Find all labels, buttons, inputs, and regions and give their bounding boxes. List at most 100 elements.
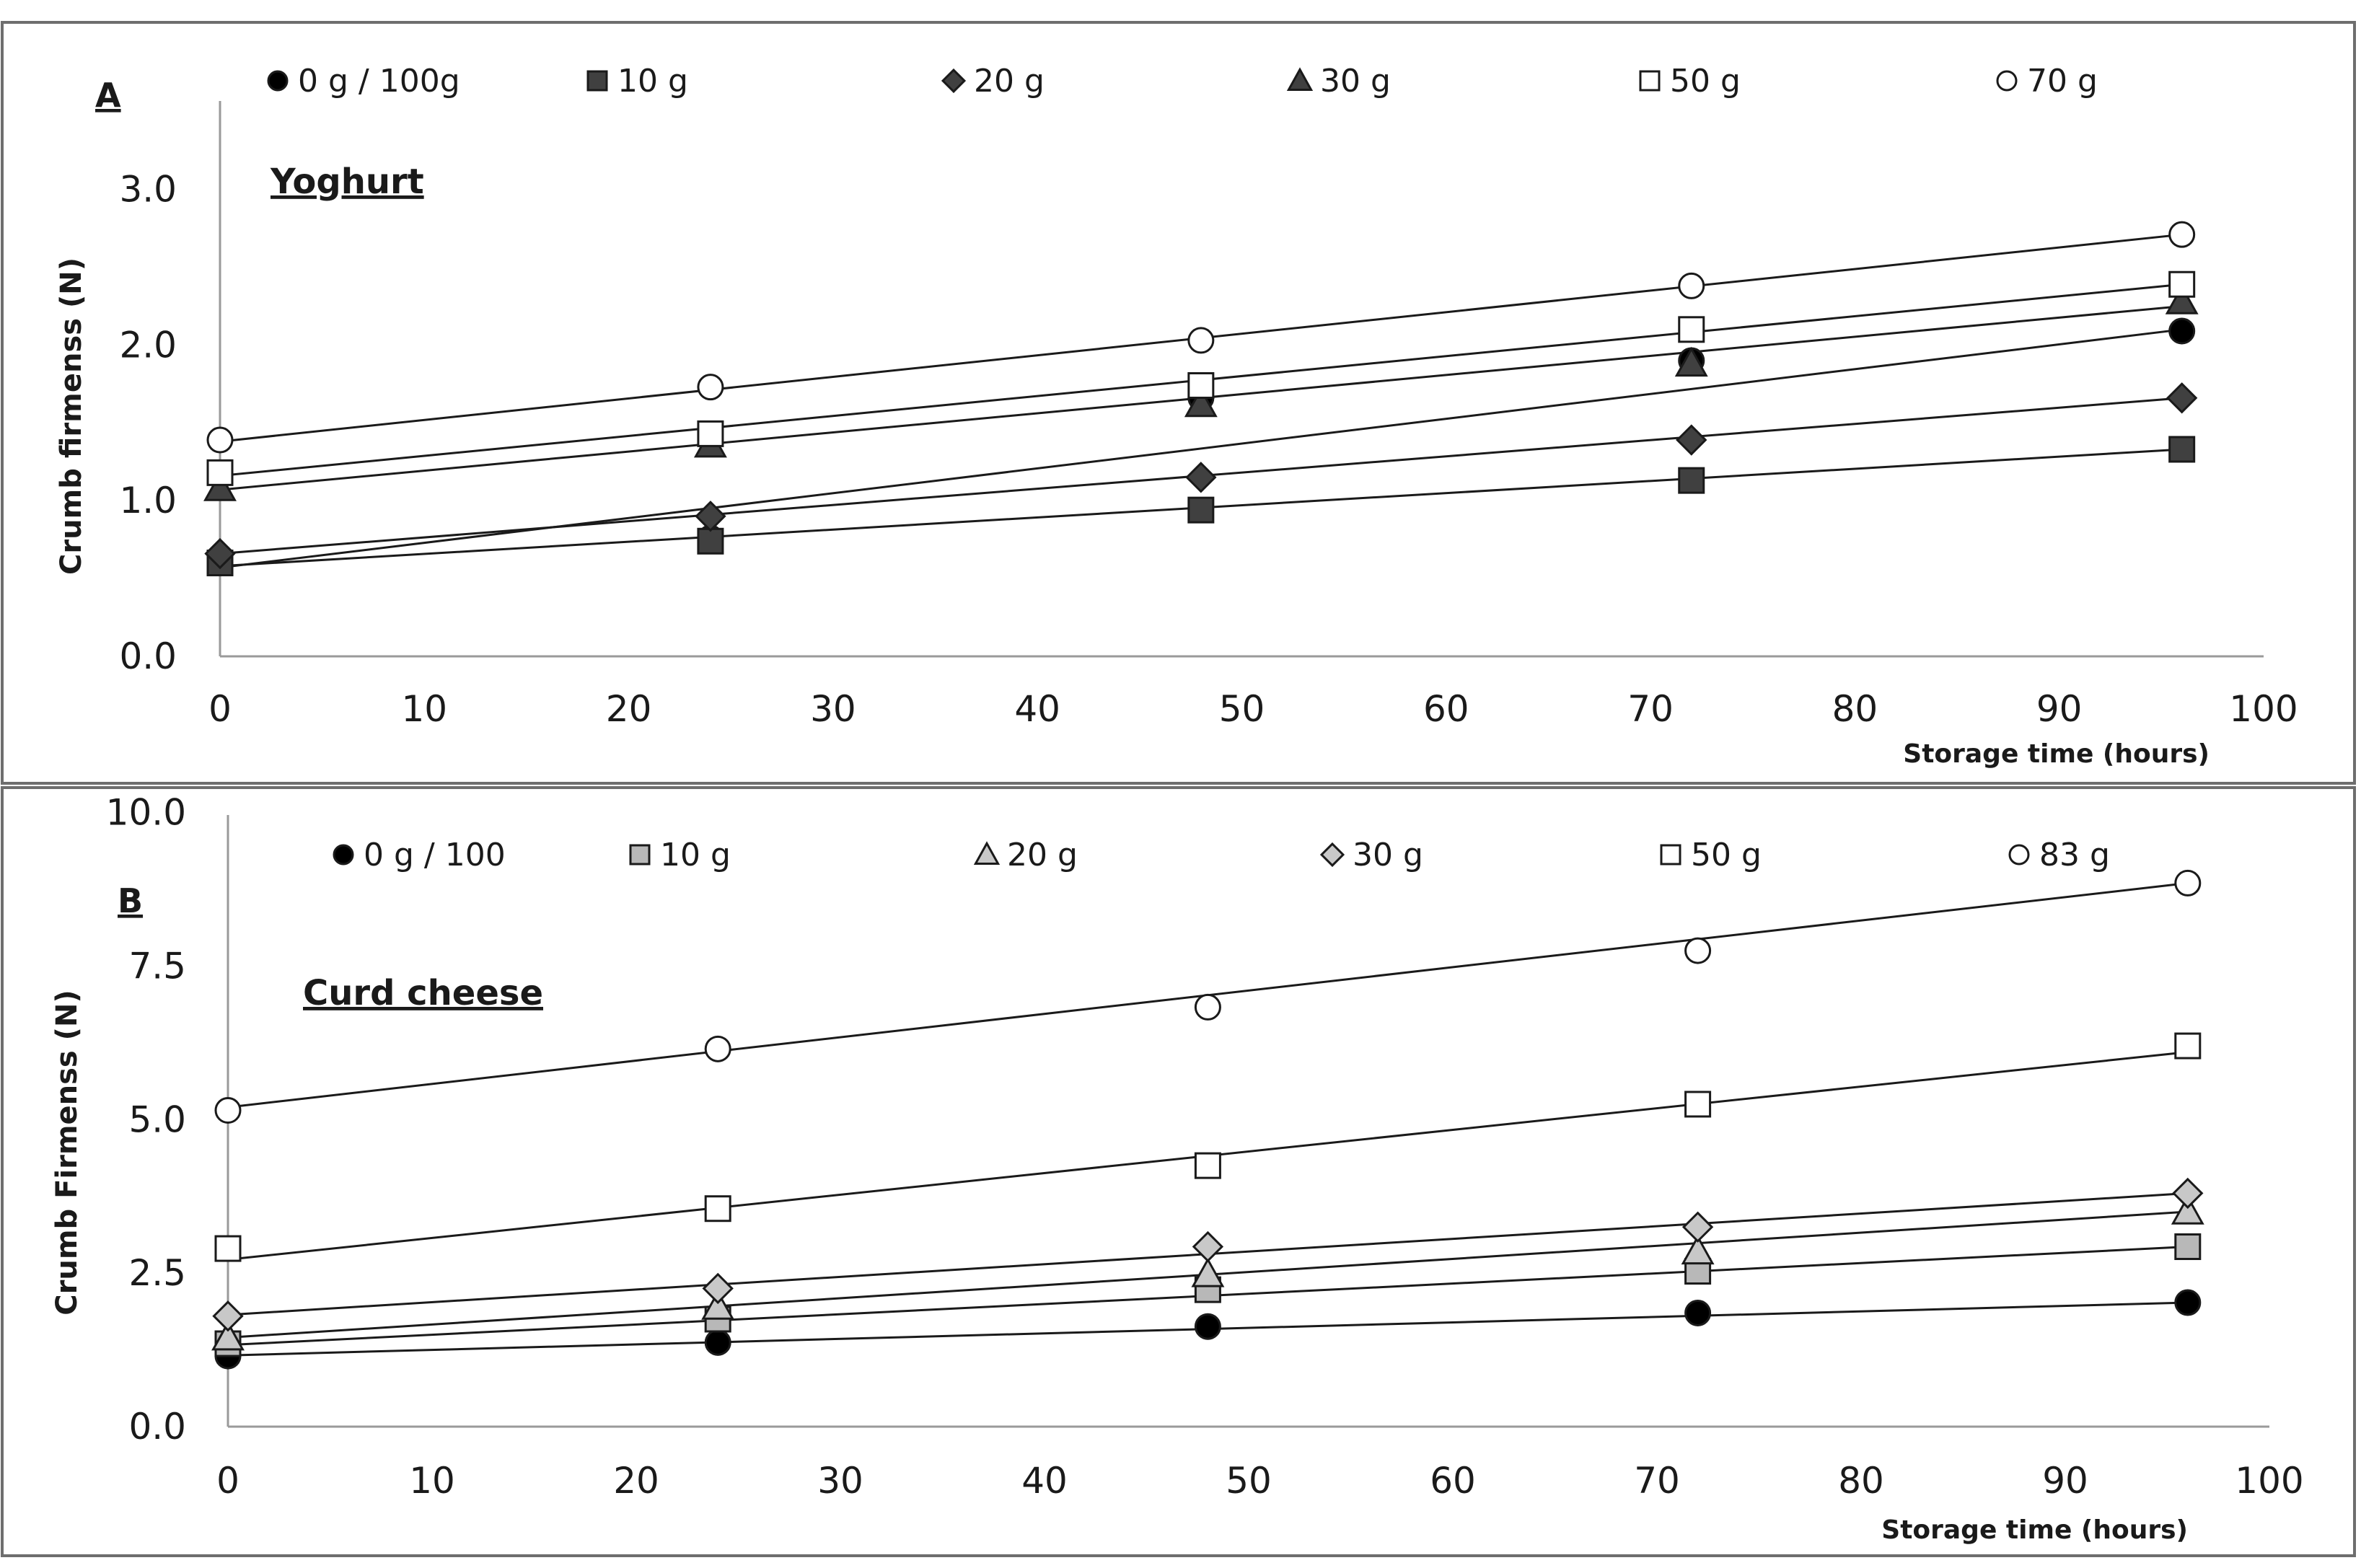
panel-b-data-point	[1194, 1313, 1221, 1340]
panel-a-frame	[1, 21, 2356, 785]
panel-a-legend-marker	[586, 70, 608, 92]
panel-a-subtitle: Yoghurt	[270, 162, 424, 202]
panel-a-data-point	[697, 374, 724, 401]
panel-b-legend-marker	[1319, 842, 1345, 868]
panel-a-legend-marker	[267, 70, 289, 92]
panel-a-x-tick-label: 40	[1014, 688, 1060, 730]
panel-a-legend-label: 70 g	[2027, 63, 2098, 100]
panel-b-y-tick-label: 10.0	[106, 792, 186, 834]
panel-b-y-label: Crumb Firmenss (N)	[50, 990, 84, 1315]
panel-a-data-point	[2166, 382, 2198, 414]
panel-b-data-point	[212, 1300, 244, 1332]
panel-b-x-tick-label: 10	[409, 1460, 455, 1502]
panel-a-legend-label: 0 g / 100g	[298, 63, 460, 100]
panel-a-data-point	[1678, 272, 1705, 299]
panel-b-data-point	[1681, 1211, 1714, 1243]
panel-a-y-tick-label: 1.0	[119, 480, 177, 521]
panel-b-data-point	[2174, 1289, 2202, 1316]
panel-a-letter: A	[95, 76, 121, 115]
panel-b-legend-marker	[333, 844, 354, 866]
panel-a-data-point	[1678, 467, 1705, 494]
panel-b-legend-label: 83 g	[2039, 837, 2110, 873]
panel-a-data-point	[1187, 327, 1215, 354]
panel-a-data-point	[203, 471, 237, 501]
panel-a-x-tick-label: 30	[810, 688, 856, 730]
panel-b-data-point	[1681, 1234, 1715, 1265]
panel-a-legend-marker	[1639, 70, 1661, 92]
panel-b-data-point	[211, 1321, 245, 1351]
panel-b-data-point	[2174, 869, 2202, 897]
panel-a-data-point	[697, 420, 724, 447]
panel-b-legend-label: 10 g	[660, 837, 731, 873]
panel-b-legend-label: 20 g	[1007, 837, 1078, 873]
panel-b-data-point	[214, 1235, 242, 1262]
panel-a-legend-marker	[1286, 67, 1314, 91]
panel-a-plot: 0.0 1.0 2.0 3.0 0 10 20 30 40 50 60 70 80 90 100 0 g / …	[119, 63, 2298, 730]
panel-b-data-point	[1192, 1230, 1224, 1263]
panel-b-data-point	[1191, 1257, 1225, 1287]
panel-b-data-point	[704, 1195, 731, 1223]
panel-b-x-tick-label: 80	[1838, 1460, 1884, 1502]
panel-a-legend-marker	[941, 68, 967, 94]
panel-a-x-tick-label: 50	[1219, 688, 1265, 730]
panel-a-data-point	[695, 501, 726, 532]
panel-b-frame	[1, 786, 2356, 1557]
panel-b-data-point	[2172, 1177, 2204, 1210]
panel-a-data-point	[206, 426, 234, 454]
panel-a-legend-marker	[1996, 70, 2018, 92]
panel-b-legend-label: 0 g / 100	[364, 837, 506, 873]
panel-a-legend-label: 30 g	[1320, 63, 1391, 100]
panel-a-y-tick-label: 2.0	[119, 324, 177, 366]
panel-b-x-label: Storage time (hours)	[1881, 1515, 2188, 1545]
panel-a-data-point	[206, 459, 234, 486]
panel-a-y-label: Crumb firmenss (N)	[55, 257, 88, 575]
panel-a-y-tick-label: 0.0	[119, 635, 177, 677]
panel-a-legend-label: 50 g	[1670, 63, 1741, 100]
panel-a-data-point	[1185, 462, 1217, 493]
panel-a-y-tick-label: 3.0	[119, 169, 177, 211]
panel-a-data-point	[1676, 424, 1707, 456]
panel-b-data-point	[214, 1096, 242, 1124]
panel-b-x-tick-label: 30	[817, 1460, 863, 1502]
panel-a-x-tick-label: 80	[1832, 688, 1878, 730]
panel-b-letter: B	[118, 881, 143, 920]
panel-a-data-point	[1184, 387, 1218, 418]
panel-b-legend-marker	[2008, 844, 2030, 866]
panel-b-legend-label: 50 g	[1691, 837, 1762, 873]
panel-a-data-point	[697, 527, 724, 555]
panel-b-data-point	[1684, 1091, 1712, 1118]
panel-b-data-point	[1194, 1152, 1221, 1179]
panel-a-data-point	[204, 537, 236, 570]
panel-a-x-tick-label: 100	[2229, 688, 2298, 730]
panel-b-plot: 0.0 2.5 5.0 7.5 10.0 0 10 20 30 40 50 60 70 80 90 100 0 …	[106, 792, 2304, 1502]
panel-b-x-tick-label: 70	[1634, 1460, 1680, 1502]
panel-a-x-tick-label: 60	[1423, 688, 1469, 730]
panel-b-x-tick-label: 60	[1430, 1460, 1476, 1502]
panel-a-x-label: Storage time (hours)	[1903, 739, 2210, 769]
panel-a-data-point	[2168, 221, 2196, 248]
panel-b-legend-marker	[629, 844, 651, 866]
panel-a-x-tick-label: 90	[2036, 688, 2083, 730]
panel-a-legend-label: 10 g	[617, 63, 688, 100]
panel-a-data-point	[2168, 270, 2196, 298]
panel-b-y-tick-label: 0.0	[128, 1406, 186, 1448]
panel-b-legend-label: 30 g	[1353, 837, 1423, 873]
panel-b-data-point	[2174, 1032, 2202, 1060]
panel-a-data-point	[1678, 316, 1705, 343]
panel-a-data-point	[2165, 284, 2199, 314]
panel-a-trend-line-0	[219, 328, 2182, 569]
panel-b-y-tick-label: 2.5	[128, 1252, 186, 1294]
panel-b-data-point	[701, 1290, 735, 1320]
panel-a-x-tick-label: 70	[1627, 688, 1674, 730]
panel-b-x-tick-label: 20	[613, 1460, 659, 1502]
panel-b-data-point	[2174, 1233, 2202, 1261]
panel-b-subtitle: Curd cheese	[303, 973, 543, 1013]
panel-b-x-tick-label: 90	[2042, 1460, 2088, 1502]
panel-a-data-point	[2168, 436, 2196, 463]
panel-b-data-point	[2171, 1194, 2204, 1225]
panel-a-x-tick-label: 20	[606, 688, 652, 730]
panel-b-data-point	[1194, 993, 1221, 1021]
panel-b-legend-marker	[973, 841, 1001, 865]
panel-b-data-point	[702, 1272, 734, 1305]
